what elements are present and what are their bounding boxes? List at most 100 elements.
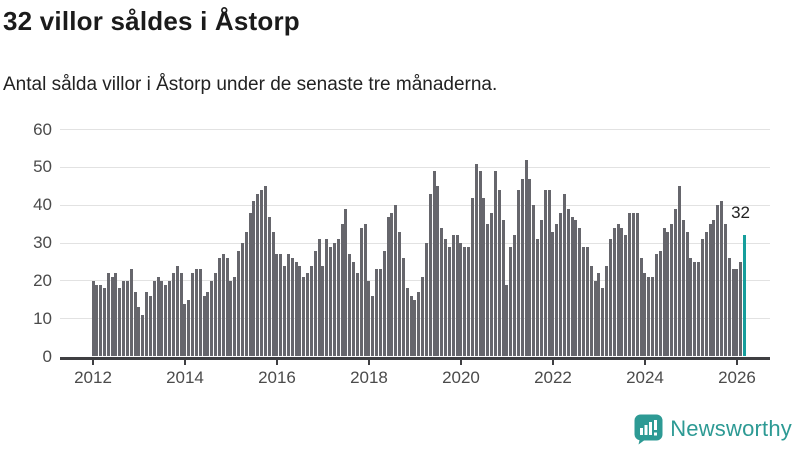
highlighted-bar — [743, 235, 747, 357]
bar — [386, 216, 390, 357]
bar — [260, 190, 264, 357]
bar — [145, 292, 149, 357]
bar — [509, 246, 513, 357]
bar — [122, 280, 126, 357]
bar — [677, 186, 681, 357]
bar — [662, 227, 666, 357]
bar — [344, 208, 348, 357]
bar — [290, 258, 294, 357]
bar — [532, 205, 536, 357]
bar — [647, 277, 651, 357]
bar — [486, 224, 490, 357]
bar — [95, 284, 99, 357]
bar — [394, 205, 398, 357]
bar — [574, 220, 578, 357]
logo-text: Newsworthy — [670, 416, 792, 441]
y-axis-tick-label: 10 — [33, 308, 52, 328]
bar — [513, 235, 517, 357]
bar — [156, 277, 160, 357]
bar — [256, 193, 260, 357]
bar — [152, 280, 156, 357]
bar — [505, 284, 509, 357]
bar — [562, 193, 566, 357]
bar — [191, 273, 195, 357]
bar — [651, 277, 655, 357]
bar — [654, 254, 658, 357]
bar — [612, 227, 616, 357]
bar — [398, 231, 402, 357]
bar — [731, 269, 735, 357]
bar — [225, 258, 229, 357]
x-axis-tick — [367, 359, 370, 365]
bar — [367, 280, 371, 357]
bar — [336, 239, 340, 357]
bar — [597, 273, 601, 357]
gridline — [60, 204, 770, 206]
bar — [689, 258, 693, 357]
bar — [371, 295, 375, 357]
bar — [359, 227, 363, 357]
gridline — [60, 129, 770, 130]
bar — [493, 171, 497, 357]
bar — [639, 258, 643, 357]
bar — [214, 273, 218, 357]
bar — [405, 288, 409, 357]
bar — [608, 239, 612, 357]
bar — [524, 159, 528, 357]
bar — [463, 246, 467, 357]
bar — [275, 254, 279, 357]
last-value-label: 32 — [731, 203, 750, 222]
bar — [735, 269, 739, 357]
bar — [428, 193, 432, 357]
bar — [168, 280, 172, 357]
bar — [317, 239, 321, 357]
bar — [624, 235, 628, 357]
bar — [279, 254, 283, 357]
bar — [578, 227, 582, 357]
bar — [528, 178, 532, 357]
bar — [620, 227, 624, 357]
bar — [240, 243, 244, 357]
bar — [329, 246, 333, 357]
x-axis-tick — [92, 359, 94, 365]
bar — [674, 208, 678, 357]
bar — [244, 231, 248, 357]
bar — [555, 224, 559, 357]
gridline — [60, 242, 770, 244]
bar — [110, 277, 114, 357]
x-axis-tick — [183, 359, 186, 365]
bar — [217, 258, 221, 357]
bar — [666, 231, 670, 357]
bar — [570, 216, 574, 357]
bar — [286, 254, 290, 357]
chart-subtitle: Antal sålda villor i Åstorp under de sen… — [3, 74, 498, 95]
bar — [229, 280, 233, 357]
bar — [605, 265, 609, 357]
bar — [643, 273, 647, 357]
bar — [658, 250, 662, 357]
bar — [363, 224, 367, 357]
bar — [697, 261, 701, 357]
bar — [382, 250, 386, 357]
bar — [536, 239, 540, 357]
bar — [616, 224, 620, 357]
bar — [194, 269, 198, 357]
bar — [321, 265, 325, 357]
x-axis-tick — [459, 359, 462, 365]
gridline — [60, 280, 770, 282]
bar — [478, 171, 482, 357]
x-axis-tick — [275, 359, 278, 365]
bar — [141, 314, 145, 357]
bar — [210, 280, 214, 357]
bar — [298, 265, 302, 357]
bar — [628, 212, 632, 357]
bar — [467, 246, 471, 357]
bar — [700, 239, 704, 357]
x-axis-tick-label: 2026 — [718, 367, 756, 387]
bar — [302, 277, 306, 357]
bar — [202, 295, 206, 357]
bar — [175, 265, 179, 357]
bar — [294, 261, 298, 357]
bar — [118, 288, 122, 357]
